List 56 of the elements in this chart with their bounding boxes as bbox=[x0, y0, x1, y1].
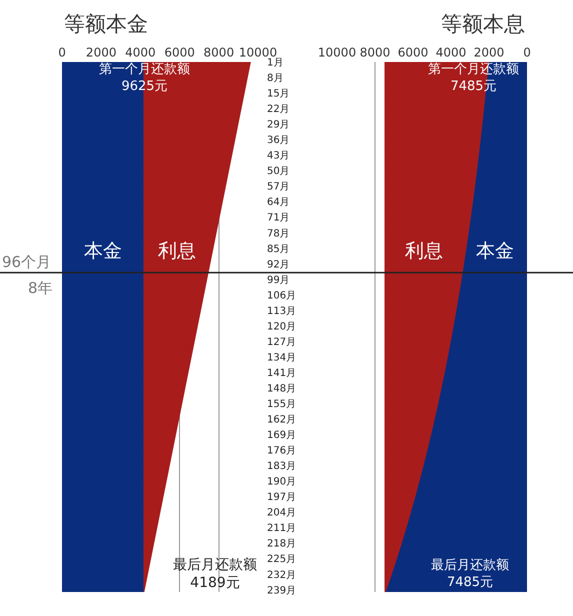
series-label: 本金 bbox=[84, 240, 122, 262]
y-tick-label: 64月 bbox=[267, 197, 290, 208]
chart-title: 等额本息 bbox=[441, 12, 525, 36]
y-tick-label: 169月 bbox=[267, 430, 296, 442]
x-tick-label: 6000 bbox=[164, 46, 195, 60]
y-tick-label: 120月 bbox=[267, 321, 296, 332]
x-tick-label: 10000 bbox=[318, 46, 356, 60]
y-tick-label: 106月 bbox=[267, 290, 296, 302]
y-tick-label: 29月 bbox=[267, 120, 290, 131]
y-tick-label: 8月 bbox=[267, 73, 284, 84]
y-tick-label: 211月 bbox=[267, 523, 296, 534]
y-tick-label: 218月 bbox=[267, 538, 296, 550]
annotation: 最后月还款额 4189元 bbox=[173, 557, 257, 592]
y-tick-label: 22月 bbox=[267, 104, 290, 116]
y-tick-label: 155月 bbox=[267, 399, 296, 410]
x-tick-label: 4000 bbox=[125, 46, 156, 60]
series-label: 利息 bbox=[158, 240, 196, 262]
y-tick-label: 50月 bbox=[267, 166, 290, 178]
y-tick-label: 43月 bbox=[267, 150, 290, 162]
y-tick-label: 15月 bbox=[267, 88, 290, 100]
x-tick-label: 0 bbox=[58, 46, 66, 60]
y-tick-label: 197月 bbox=[267, 492, 296, 504]
x-tick-label: 8000 bbox=[204, 46, 234, 60]
y-tick-label: 204月 bbox=[267, 508, 296, 519]
y-tick-label: 232月 bbox=[267, 570, 296, 581]
y-tick-label: 134月 bbox=[267, 352, 296, 364]
y-tick-label: 127月 bbox=[267, 336, 296, 348]
y-tick-label: 57月 bbox=[267, 182, 290, 193]
x-tick-label: 8000 bbox=[360, 46, 390, 60]
y-tick-label: 99月 bbox=[267, 274, 290, 286]
y-tick-label: 141月 bbox=[267, 368, 296, 379]
y-tick-label: 78月 bbox=[267, 228, 290, 240]
y-tick-label: 225月 bbox=[267, 554, 296, 566]
y-tick-label: 85月 bbox=[267, 244, 290, 255]
y-tick-label: 190月 bbox=[267, 476, 296, 488]
y-tick-label: 183月 bbox=[267, 461, 296, 472]
y-tick-label: 148月 bbox=[267, 383, 296, 394]
annotation: 最后月还款额 7485元 bbox=[431, 558, 509, 590]
series-label: 本金 bbox=[476, 240, 514, 262]
chart-title: 等额本金 bbox=[64, 12, 148, 36]
y-tick-label: 176月 bbox=[267, 446, 296, 457]
y-tick-label: 162月 bbox=[267, 414, 296, 426]
x-tick-label: 2000 bbox=[86, 46, 116, 60]
y-tick-label: 92月 bbox=[267, 259, 290, 270]
y-tick-label: 36月 bbox=[267, 135, 290, 146]
x-tick-label: 0 bbox=[523, 46, 531, 60]
x-tick-label: 4000 bbox=[436, 46, 466, 60]
x-tick-label: 2000 bbox=[474, 46, 504, 60]
y-tick-label: 1月 bbox=[267, 58, 284, 68]
y-tick-label: 71月 bbox=[267, 212, 290, 224]
x-tick-label: 6000 bbox=[398, 46, 428, 60]
text: 8年 bbox=[28, 279, 53, 297]
series-label: 利息 bbox=[405, 240, 443, 262]
ref-line-label: 96个月 bbox=[2, 253, 52, 271]
y-tick-label: 113月 bbox=[267, 306, 296, 317]
y-tick-label: 239月 bbox=[267, 585, 296, 596]
